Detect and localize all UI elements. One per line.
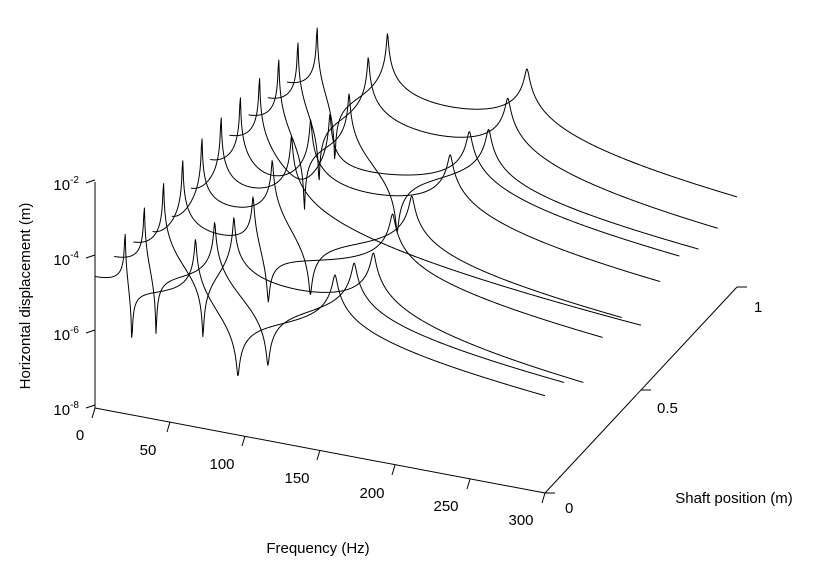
z-tick-mark [85, 404, 96, 409]
z-tick-label: 10-8 [53, 400, 79, 419]
frf-curve [133, 183, 584, 383]
x-tick-label: 250 [433, 498, 458, 515]
z-axis-label: Horizontal displacement (m) [17, 203, 34, 390]
x-axis: 0 50 100 150 200 250 300 Frequency (Hz) [76, 407, 546, 557]
x-tick-mark [241, 435, 246, 447]
z-tick-mark [85, 179, 96, 184]
x-tick-label: 50 [140, 442, 157, 459]
x-tick-mark [316, 449, 321, 461]
z-tick-mark [85, 254, 96, 259]
x-tick-label: 200 [359, 485, 384, 502]
x-tick-mark [166, 421, 171, 433]
x-tick-label: 0 [76, 427, 84, 444]
x-tick-mark [466, 478, 471, 490]
x-tick-label: 150 [284, 470, 309, 487]
frf-curve [152, 160, 603, 338]
x-tick-label: 100 [209, 456, 234, 473]
frf-curve [190, 117, 642, 326]
frf-curve [229, 77, 680, 257]
frf-curve [114, 207, 565, 383]
y-tick-label: 0 [565, 500, 573, 517]
frf-curve [94, 233, 546, 397]
x-tick-mark [91, 407, 96, 419]
frf-curve [171, 138, 622, 319]
x-tick-label: 300 [508, 512, 533, 529]
frf-curve [248, 59, 699, 250]
x-tick-mark [541, 492, 546, 504]
y-axis-label: Shaft position (m) [675, 490, 793, 507]
z-tick-label: 10-4 [53, 250, 79, 269]
x-axis-label: Frequency (Hz) [266, 540, 369, 557]
frf-curve [210, 97, 661, 283]
curves-group [94, 27, 738, 397]
frf-curve [267, 42, 718, 229]
x-tick-mark [391, 464, 396, 476]
z-tick-mark [85, 329, 96, 334]
y-tick-label: 1 [754, 299, 762, 316]
z-tick-label: 10-6 [53, 325, 79, 344]
y-axis: 0 0.5 1 Shaft position (m) [544, 286, 793, 517]
y-tick-label: 0.5 [657, 400, 678, 417]
frf-curve [286, 27, 738, 198]
z-axis: 10-8 10-6 10-4 10-2 Horizontal displacem… [17, 175, 96, 419]
z-tick-label: 10-2 [53, 175, 79, 194]
